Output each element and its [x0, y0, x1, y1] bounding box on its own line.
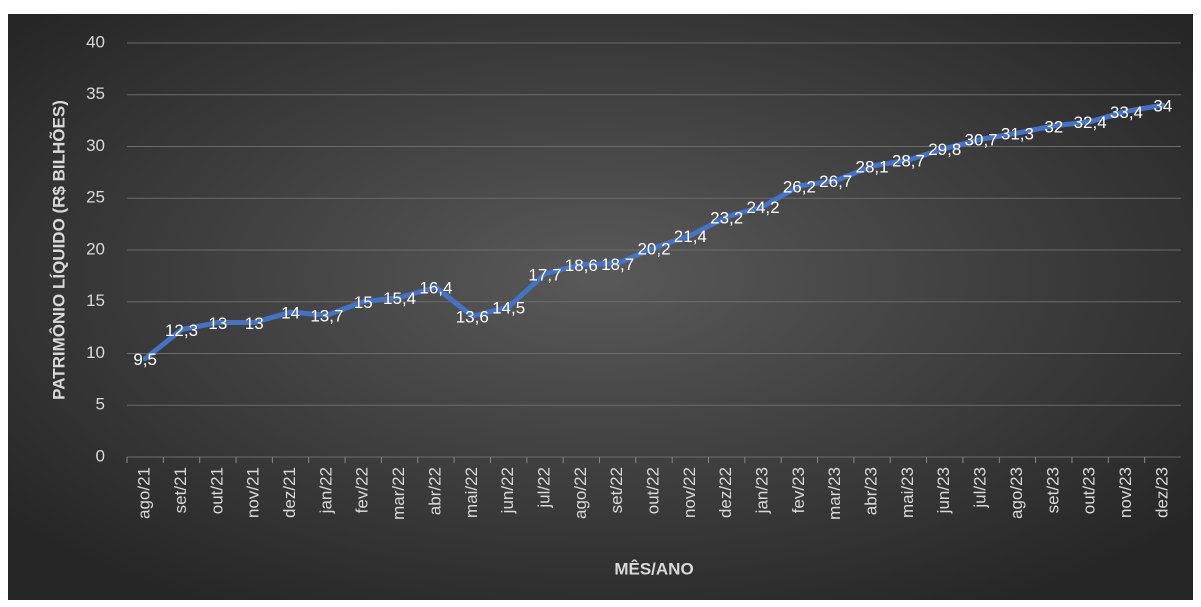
x-tick-label: set/21 — [171, 467, 190, 513]
data-label: 29,8 — [928, 140, 961, 159]
data-label: 13 — [208, 314, 227, 333]
x-tick-label: dez/23 — [1152, 467, 1171, 518]
x-tick-label: nov/23 — [1116, 467, 1135, 518]
data-label: 30,7 — [965, 131, 998, 150]
chart-background — [8, 14, 1193, 600]
x-tick-label: jul/22 — [534, 467, 553, 509]
x-tick-label: set/22 — [607, 467, 626, 513]
data-label: 26,2 — [783, 177, 816, 196]
y-tick-label: 20 — [86, 239, 105, 258]
data-label: 14,5 — [492, 298, 525, 317]
x-tick-label: jun/22 — [498, 467, 517, 514]
data-label: 18,6 — [565, 256, 598, 275]
data-label: 21,4 — [674, 227, 707, 246]
x-tick-label: ago/21 — [135, 467, 154, 519]
data-label: 24,2 — [746, 198, 779, 217]
x-tick-label: mai/22 — [462, 467, 481, 518]
data-label: 33,4 — [1110, 103, 1143, 122]
x-tick-label: abr/22 — [425, 467, 444, 515]
data-label: 13,7 — [310, 307, 343, 326]
x-tick-label: fev/23 — [789, 467, 808, 513]
y-tick-label: 35 — [86, 84, 105, 103]
data-label: 31,3 — [1001, 125, 1034, 144]
y-tick-label: 10 — [86, 343, 105, 362]
y-tick-label: 25 — [86, 188, 105, 207]
y-tick-label: 5 — [96, 395, 105, 414]
data-label: 23,2 — [710, 208, 743, 227]
x-axis-title: MÊS/ANO — [614, 559, 693, 578]
y-axis-title: PATRIMÔNIO LÍQUIDO (R$ BILHÕES) — [48, 100, 68, 400]
x-tick-label: dez/22 — [716, 467, 735, 518]
data-label: 28,1 — [856, 158, 889, 177]
x-tick-label: jul/23 — [971, 467, 990, 509]
x-tick-label: mai/23 — [898, 467, 917, 518]
data-label: 17,7 — [528, 265, 561, 284]
x-tick-label: nov/21 — [244, 467, 263, 518]
data-label: 32 — [1044, 117, 1063, 136]
data-label: 12,3 — [165, 321, 198, 340]
line — [142, 102, 1166, 362]
y-tick-label: 0 — [96, 446, 105, 465]
y-tick-label: 40 — [86, 32, 105, 51]
data-label: 13 — [245, 314, 264, 333]
x-tick-label: out/23 — [1080, 467, 1099, 514]
x-tick-label: mar/23 — [825, 467, 844, 520]
data-label: 20,2 — [637, 239, 670, 258]
x-tick-label: fev/22 — [353, 467, 372, 513]
y-tick-label: 15 — [86, 291, 105, 310]
x-tick-label: jun/23 — [934, 467, 953, 514]
data-label: 14 — [281, 304, 300, 323]
x-tick-label: mar/22 — [389, 467, 408, 520]
data-label: 15 — [354, 293, 373, 312]
x-tick-label: out/22 — [643, 467, 662, 514]
x-tick-label: dez/21 — [280, 467, 299, 518]
data-label: 28,7 — [892, 151, 925, 170]
x-tick-label: set/23 — [1043, 467, 1062, 513]
data-label: 18,7 — [601, 255, 634, 274]
data-label: 26,7 — [819, 172, 852, 191]
x-tick-label: ago/23 — [1007, 467, 1026, 519]
x-tick-label: out/21 — [207, 467, 226, 514]
x-tick-label: abr/23 — [862, 467, 881, 515]
data-label: 9,5 — [133, 350, 157, 369]
data-label: 16,4 — [419, 279, 452, 298]
data-label: 15,4 — [383, 289, 416, 308]
data-label: 32,4 — [1074, 113, 1107, 132]
data-label: 34 — [1153, 97, 1172, 116]
x-tick-label: ago/22 — [571, 467, 590, 519]
y-tick-label: 30 — [86, 136, 105, 155]
x-tick-label: nov/22 — [680, 467, 699, 518]
x-tick-label: jan/22 — [316, 467, 335, 514]
data-label: 13,6 — [456, 308, 489, 327]
x-tick-label: jan/23 — [753, 467, 772, 514]
